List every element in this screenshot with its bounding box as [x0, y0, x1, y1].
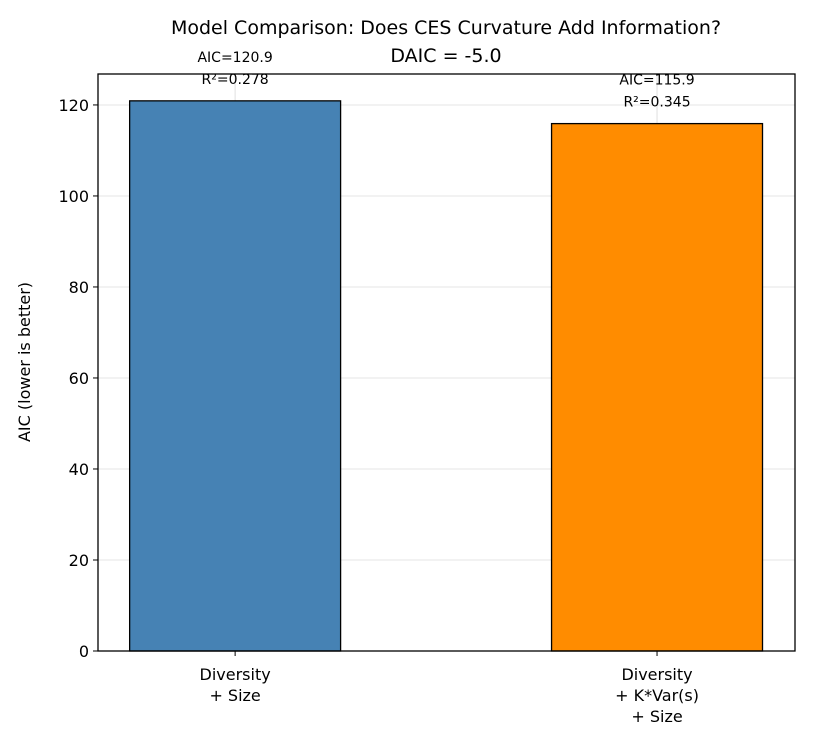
bars [128, 100, 764, 652]
y-tick-label: 20 [69, 551, 89, 570]
chart-title: Model Comparison: Does CES Curvature Add… [171, 17, 721, 39]
bar-value-label: AIC=115.9 [619, 73, 694, 89]
y-tick-label: 0 [79, 642, 89, 661]
x-tick-label: + K*Var(s) [615, 686, 699, 705]
y-axis-label: AIC (lower is better) [15, 282, 34, 442]
y-tick-label: 60 [69, 369, 89, 388]
x-tick-label: Diversity [200, 665, 271, 684]
bar [550, 122, 764, 652]
bar-value-label: R²=0.278 [202, 72, 269, 88]
y-tick-label: 40 [69, 460, 89, 479]
x-ticks: Diversity + Size Diversity + K*Var(s) + Size [200, 651, 699, 726]
bar-value-label: AIC=120.9 [197, 50, 272, 66]
bar-labels: AIC=120.9 R²=0.278 AIC=115.9 R²=0.345 [197, 50, 694, 111]
x-tick-label: + Size [631, 707, 682, 726]
x-tick-label: Diversity [621, 665, 692, 684]
x-tick-label: + Size [209, 686, 260, 705]
y-tick-label: 120 [58, 96, 89, 115]
y-tick-label: 100 [58, 187, 89, 206]
plot-frame [97, 73, 796, 652]
y-ticks: 0 20 40 60 80 100 120 [58, 96, 98, 661]
chart-subtitle: DAIC = -5.0 [390, 45, 501, 67]
bar [128, 100, 342, 652]
bar-value-label: R²=0.345 [623, 95, 690, 111]
y-tick-label: 80 [69, 278, 89, 297]
